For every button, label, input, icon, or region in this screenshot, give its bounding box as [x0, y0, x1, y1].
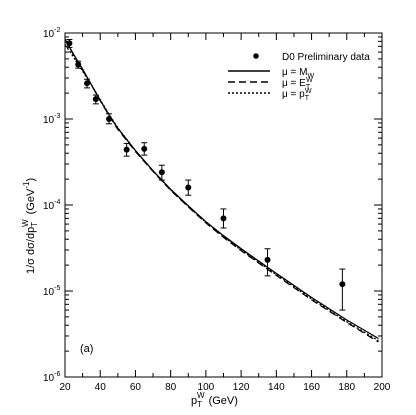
- data-point: [185, 184, 192, 191]
- legend-marker-data: [253, 53, 259, 59]
- x-tick-label: 120: [233, 382, 250, 393]
- x-tick-label: 20: [59, 382, 71, 393]
- legend-label-dotted: μ = pTW: [282, 88, 312, 102]
- data-points: [66, 39, 346, 311]
- x-tick-label: 200: [374, 382, 391, 393]
- theory-curves: [64, 38, 379, 343]
- y-tick-label: 10-3: [43, 113, 60, 126]
- tick-labels: 20 40 60 80 100 120 140 160 180 200 10-6 10-5 10-4 10…: [43, 27, 391, 393]
- x-tick-label: 80: [165, 382, 177, 393]
- legend-label-data: D0 Preliminary data: [282, 52, 370, 63]
- data-point: [75, 61, 82, 68]
- data-point: [264, 256, 271, 263]
- data-point: [123, 146, 130, 153]
- curve-solid: [64, 38, 379, 340]
- x-tick-label: 40: [95, 382, 107, 393]
- curve-dotted: [64, 44, 379, 342]
- legend-label-dashed: μ = ETW: [282, 77, 313, 91]
- data-point: [141, 145, 148, 152]
- curve-dashed: [64, 39, 379, 343]
- data-point: [92, 96, 99, 103]
- legend: D0 Preliminary data μ = MW μ = ETW μ = p…: [228, 52, 370, 102]
- y-tick-label: 10-5: [43, 285, 60, 298]
- x-axis-label: pTW (GeV): [191, 391, 238, 409]
- data-point: [220, 215, 227, 222]
- data-point: [84, 80, 91, 87]
- x-tick-label: 60: [130, 382, 142, 393]
- x-tick-label: 180: [338, 382, 355, 393]
- y-axis-label: 1/σ dσ/dpTW(GeV-1): [21, 178, 39, 274]
- x-tick-label: 140: [268, 382, 285, 393]
- y-tick-label: 10-4: [43, 199, 60, 212]
- legend-label-solid: μ = MW: [282, 67, 315, 80]
- data-point: [66, 40, 73, 47]
- y-tick-label: 10-2: [43, 27, 60, 40]
- x-tick-label: 160: [303, 382, 320, 393]
- x-tick-label: 100: [198, 382, 215, 393]
- plot-frame: [64, 32, 383, 378]
- data-point: [339, 281, 346, 288]
- data-point: [106, 116, 113, 122]
- axis-ticks: [64, 32, 383, 378]
- panel-label: (a): [80, 343, 93, 355]
- data-point: [158, 169, 165, 176]
- y-tick-label: 10-6: [43, 371, 60, 384]
